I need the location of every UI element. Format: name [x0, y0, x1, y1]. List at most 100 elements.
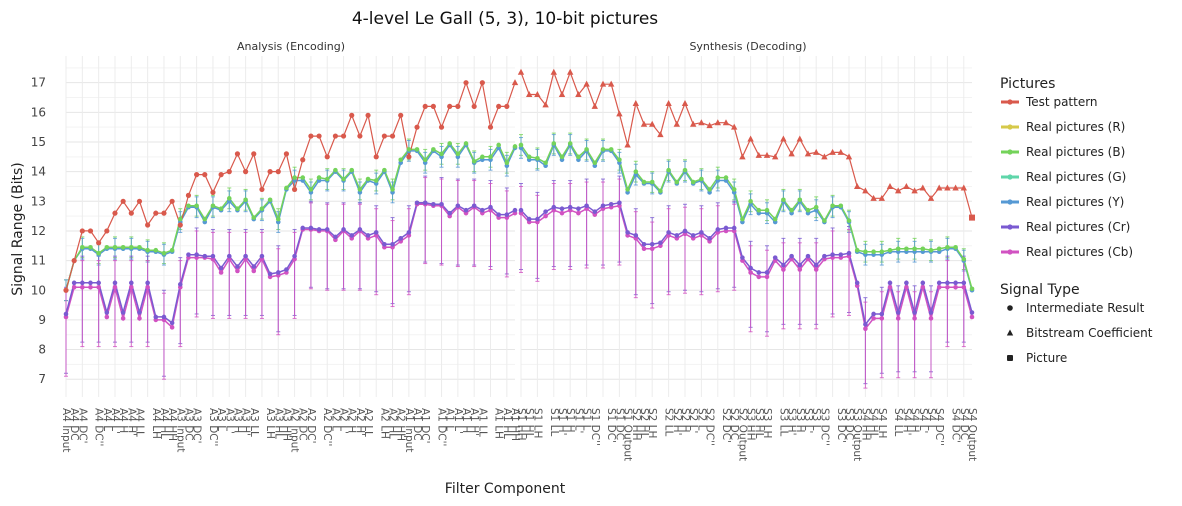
data-point — [641, 179, 647, 185]
data-point — [617, 200, 622, 206]
x-tick-label: S2 L' — [687, 408, 699, 433]
shape-legend-label: Intermediate Result — [1026, 301, 1145, 315]
data-point-triangle — [927, 194, 935, 201]
y-tick-label: 7 — [38, 372, 46, 386]
y-tick-label: 9 — [38, 313, 46, 327]
data-point — [764, 274, 770, 280]
data-point — [259, 206, 265, 212]
x-tick-label: A4 L — [101, 408, 113, 431]
data-point — [169, 198, 175, 204]
data-point — [863, 322, 868, 327]
data-point — [756, 270, 762, 275]
data-point — [838, 203, 844, 209]
x-tick-label: A2 L' — [338, 408, 350, 434]
x-tick-label: A4 DC' — [76, 408, 88, 444]
x-tick-label: S4 HL — [868, 408, 880, 439]
data-point — [920, 284, 926, 290]
x-tick-label: S4 LL — [892, 408, 904, 437]
data-point-triangle — [919, 184, 926, 191]
data-point — [71, 258, 77, 264]
data-point — [104, 228, 110, 234]
data-point-triangle — [558, 91, 566, 98]
data-point — [145, 222, 151, 228]
x-tick-label: S4 DC — [958, 408, 970, 440]
x-tick-label: A4 H — [117, 408, 129, 433]
data-point — [936, 246, 942, 252]
x-tick-label: S1 H' — [556, 408, 568, 435]
data-point — [707, 236, 712, 241]
data-point — [80, 280, 85, 286]
data-point — [797, 197, 803, 203]
data-point — [488, 154, 493, 160]
data-point — [218, 270, 224, 275]
x-tick-label: A2 DC' — [305, 408, 317, 444]
data-point — [871, 249, 876, 255]
data-point-triangle — [714, 119, 721, 126]
data-point — [357, 133, 363, 139]
data-point — [218, 265, 224, 271]
x-tick-label: S1 HL — [523, 408, 535, 439]
data-point — [291, 186, 298, 193]
data-point — [275, 169, 281, 175]
data-point — [169, 325, 175, 330]
data-point — [748, 265, 753, 271]
data-point — [658, 188, 663, 194]
data-point — [895, 246, 901, 252]
data-point — [633, 233, 639, 238]
x-tick-label: A1 HL — [501, 408, 513, 439]
data-point-triangle — [780, 135, 787, 142]
x-tick-label: A1 DC — [411, 408, 423, 441]
data-point-triangle — [878, 194, 885, 201]
legend-swatch-point — [1007, 249, 1013, 255]
series-line — [520, 143, 973, 291]
data-point — [936, 284, 942, 290]
series-points — [63, 68, 975, 332]
data-point — [480, 154, 485, 160]
data-point-triangle — [772, 153, 779, 160]
data-point — [447, 141, 452, 146]
x-tick-label: S4 HH — [859, 408, 871, 440]
data-point — [333, 167, 338, 173]
data-point — [137, 310, 142, 315]
data-point — [772, 255, 778, 260]
data-point — [88, 280, 93, 286]
data-point-triangle — [731, 123, 738, 130]
data-point — [584, 203, 589, 209]
y-axis: 7 8 9 10 11 12 13 14 15 16 17 — [31, 76, 46, 387]
y-tick-label: 15 — [31, 135, 46, 149]
data-point — [145, 247, 150, 253]
data-point — [463, 207, 469, 213]
legend-swatch-point — [1007, 149, 1013, 155]
x-tick-label: A2 LH — [378, 408, 390, 439]
data-point — [210, 253, 216, 259]
data-point-triangle — [649, 120, 656, 127]
panel-title-analysis: Analysis (Encoding) — [237, 40, 345, 53]
data-point — [699, 176, 704, 182]
y-tick-label: 12 — [31, 224, 46, 238]
data-point — [120, 316, 126, 321]
data-point — [186, 203, 191, 209]
data-point — [308, 187, 314, 192]
data-point-triangle — [681, 99, 689, 106]
data-point-triangle — [829, 148, 836, 155]
legend-title: Pictures — [1000, 76, 1055, 92]
data-point-triangle — [952, 184, 959, 191]
data-point — [479, 80, 485, 86]
data-point — [414, 124, 420, 130]
legend-swatch-point — [1007, 174, 1013, 180]
data-point — [912, 246, 917, 252]
data-point — [104, 310, 110, 315]
data-point — [284, 185, 289, 191]
data-point — [87, 228, 94, 234]
data-point — [136, 198, 143, 204]
x-tick-label: A1 DC' — [419, 408, 431, 444]
data-point — [137, 316, 142, 321]
data-point — [96, 250, 101, 256]
x-tick-label: S2 LH — [646, 408, 658, 438]
data-point-triangle — [936, 184, 943, 191]
data-point — [202, 216, 208, 222]
data-point — [895, 316, 901, 321]
x-tick-label: S4 LH — [876, 408, 888, 438]
data-point — [439, 151, 444, 157]
data-point — [129, 284, 134, 290]
